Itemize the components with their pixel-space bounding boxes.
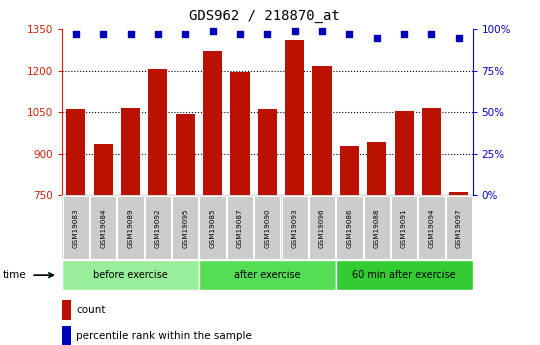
Bar: [449, 191, 468, 195]
Text: percentile rank within the sample: percentile rank within the sample: [77, 331, 252, 341]
Text: GSM19088: GSM19088: [374, 208, 380, 247]
Text: GSM19090: GSM19090: [264, 208, 271, 247]
Text: GSM19085: GSM19085: [210, 208, 215, 247]
Bar: [422, 108, 441, 195]
Text: GSM19083: GSM19083: [73, 208, 79, 247]
Text: 60 min after exercise: 60 min after exercise: [352, 270, 456, 280]
Text: count: count: [77, 305, 106, 315]
Point: [99, 31, 107, 37]
Bar: [281, 196, 308, 259]
Text: GSM19089: GSM19089: [127, 208, 133, 247]
Bar: [367, 142, 386, 195]
Bar: [199, 196, 226, 259]
Point: [400, 31, 408, 37]
Bar: [148, 69, 167, 195]
Bar: [62, 326, 71, 345]
Bar: [203, 51, 222, 195]
Point: [71, 31, 80, 37]
Point: [291, 28, 299, 34]
Point: [373, 35, 381, 40]
Bar: [199, 260, 336, 290]
Text: GSM19094: GSM19094: [428, 208, 435, 247]
Bar: [145, 196, 171, 259]
Bar: [121, 108, 140, 195]
Point: [318, 28, 326, 34]
Text: GSM19091: GSM19091: [401, 208, 407, 247]
Bar: [231, 72, 249, 195]
Bar: [227, 196, 253, 259]
Bar: [363, 196, 390, 259]
Bar: [258, 109, 277, 195]
Bar: [62, 260, 199, 290]
Bar: [336, 260, 472, 290]
Point: [126, 31, 135, 37]
Bar: [62, 300, 71, 320]
Point: [345, 31, 354, 37]
Point: [455, 35, 463, 40]
Bar: [172, 196, 198, 259]
Text: GSM19097: GSM19097: [456, 208, 462, 247]
Bar: [391, 196, 417, 259]
Text: GSM19087: GSM19087: [237, 208, 243, 247]
Bar: [254, 196, 280, 259]
Bar: [418, 196, 444, 259]
Text: time: time: [3, 270, 26, 280]
Text: GSM19096: GSM19096: [319, 208, 325, 247]
Text: GSM19084: GSM19084: [100, 208, 106, 247]
Text: GDS962 / 218870_at: GDS962 / 218870_at: [189, 9, 340, 23]
Text: after exercise: after exercise: [234, 270, 301, 280]
Bar: [176, 114, 195, 195]
Text: GSM19095: GSM19095: [182, 208, 188, 247]
Bar: [309, 196, 335, 259]
Text: GSM19086: GSM19086: [346, 208, 353, 247]
Point: [153, 31, 162, 37]
Bar: [63, 196, 89, 259]
Point: [208, 28, 217, 34]
Point: [263, 31, 272, 37]
Bar: [66, 109, 85, 195]
Bar: [313, 66, 332, 195]
Text: GSM19093: GSM19093: [292, 208, 298, 247]
Bar: [446, 196, 472, 259]
Text: before exercise: before exercise: [93, 270, 168, 280]
Bar: [285, 40, 304, 195]
Bar: [395, 111, 414, 195]
Bar: [90, 196, 116, 259]
Bar: [340, 146, 359, 195]
Bar: [336, 196, 362, 259]
Text: GSM19092: GSM19092: [155, 208, 161, 247]
Bar: [117, 196, 144, 259]
Point: [427, 31, 436, 37]
Point: [181, 31, 190, 37]
Point: [235, 31, 244, 37]
Bar: [93, 145, 113, 195]
